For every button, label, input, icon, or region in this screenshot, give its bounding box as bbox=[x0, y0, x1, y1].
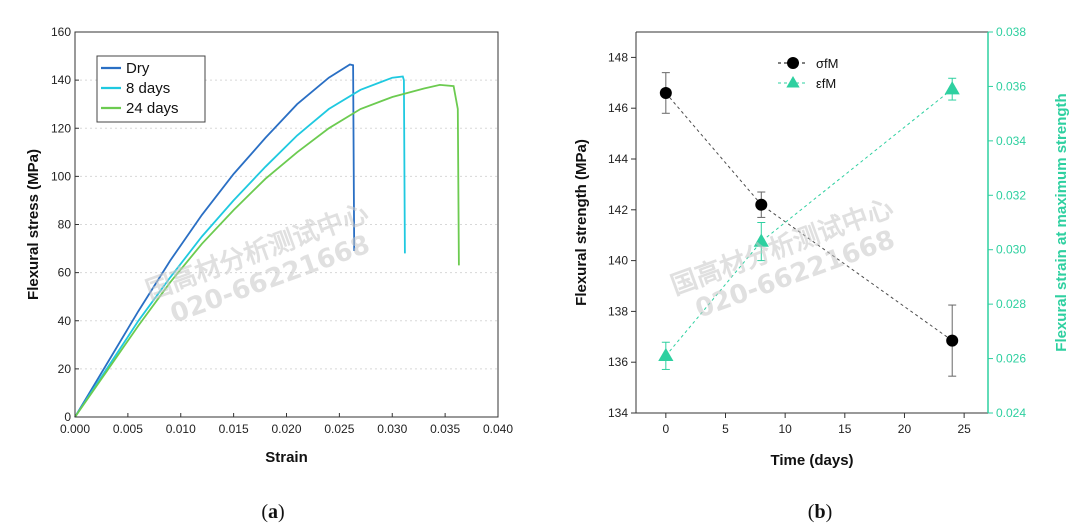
chart-b-xtick-label: 10 bbox=[778, 422, 792, 436]
chart-a-xtick-label: 0.015 bbox=[219, 422, 249, 436]
chart-a-xtick-label: 0.005 bbox=[113, 422, 143, 436]
chart-b-y2tick-label: 0.024 bbox=[996, 406, 1026, 420]
chart-b-series-line-1 bbox=[665, 88, 953, 357]
chart-b-ticks: 0 5 10 15 20 25 134 136 138 140 142 144 146 148 0.024 0… bbox=[608, 25, 1026, 436]
chart-a-xtick-label: 0.010 bbox=[166, 422, 196, 436]
chart-b-y2tick-label: 0.034 bbox=[996, 134, 1026, 148]
chart-b-y2tick-label: 0.030 bbox=[996, 243, 1026, 257]
chart-b-y-axis-title: Flexural strength (MPa) bbox=[573, 139, 590, 306]
chart-b-y2tick-label: 0.028 bbox=[996, 297, 1026, 311]
chart-a-series-line-0 bbox=[74, 63, 356, 418]
watermark-b: 国高材分析测试中心 020-66221668 bbox=[667, 192, 899, 324]
chart-b-point-0 bbox=[755, 198, 768, 211]
chart-b-ytick-label: 134 bbox=[608, 406, 628, 420]
panel-label-b: (b) bbox=[808, 501, 832, 523]
chart-b-y2tick-label: 0.036 bbox=[996, 79, 1026, 93]
panel-label-a-letter: a bbox=[268, 501, 278, 523]
chart-b-xtick-label: 5 bbox=[722, 422, 729, 436]
chart-a-ytick-label: 100 bbox=[51, 169, 71, 183]
chart-b-point-1 bbox=[658, 347, 674, 362]
chart-a-ytick-label: 40 bbox=[58, 314, 72, 328]
chart-a-xtick-label: 0.020 bbox=[271, 422, 301, 436]
chart-b-legend-marker-0 bbox=[787, 57, 799, 69]
chart-b-point-0 bbox=[659, 86, 672, 99]
chart-b-xtick-label: 0 bbox=[662, 422, 669, 436]
watermark-a: 国高材分析测试中心 020-66221668 bbox=[142, 197, 374, 329]
chart-a-xtick-label: 0.025 bbox=[324, 422, 354, 436]
chart-b-y2tick-label: 0.032 bbox=[996, 188, 1026, 202]
chart-b-ytick-label: 148 bbox=[608, 50, 628, 64]
chart-a-ytick-label: 160 bbox=[51, 25, 71, 39]
chart-b-legend: σfM εfM bbox=[778, 56, 838, 91]
chart-b-ytick-label: 136 bbox=[608, 355, 628, 369]
chart-a-xtick-label: 0.000 bbox=[60, 422, 90, 436]
chart-b-point-1 bbox=[753, 233, 769, 247]
chart-b-ytick-label: 138 bbox=[608, 304, 628, 318]
chart-a-legend-label-2: 24 days bbox=[126, 100, 179, 117]
chart-a-xtick-label: 0.030 bbox=[377, 422, 407, 436]
chart-b-x-axis-title: Time (days) bbox=[770, 452, 853, 469]
chart-a-xtick-label: 0.035 bbox=[430, 422, 460, 436]
chart-b-legend-label-1: εfM bbox=[816, 76, 836, 91]
chart-b-xtick-label: 15 bbox=[838, 422, 852, 436]
chart-b-legend-label-0: σfM bbox=[816, 56, 838, 71]
chart-b: 0 5 10 15 20 25 134 136 138 140 142 144 146 148 0.024 0… bbox=[573, 25, 1070, 469]
chart-b-legend-marker-1 bbox=[786, 76, 800, 88]
chart-a-legend: Dry 8 days 24 days bbox=[96, 55, 206, 123]
chart-a-legend-label-1: 8 days bbox=[126, 80, 170, 97]
chart-b-y2-axis-title: Flexural strain at maximum strength bbox=[1053, 93, 1070, 351]
chart-a-xtick-label: 0.040 bbox=[483, 422, 513, 436]
chart-a-ytick-label: 60 bbox=[58, 266, 72, 280]
chart-a-y-axis-title: Flexural stress (MPa) bbox=[25, 149, 42, 300]
chart-b-ytick-label: 142 bbox=[608, 203, 628, 217]
chart-a-ytick-label: 20 bbox=[58, 362, 72, 376]
chart-b-point-1 bbox=[944, 81, 960, 95]
chart-b-frame bbox=[635, 31, 989, 414]
panel-label-a: (a) bbox=[261, 501, 284, 523]
chart-a: 0 20 40 60 80 100 120 140 160 0.000 0.005 0.010 0.01… bbox=[25, 25, 513, 466]
panel-label-b-letter: b bbox=[814, 501, 825, 523]
chart-a-lines bbox=[74, 63, 460, 418]
chart-b-ytick-label: 140 bbox=[608, 254, 628, 268]
chart-a-series-line-1 bbox=[74, 75, 406, 418]
chart-b-point-0 bbox=[946, 334, 959, 347]
chart-a-frame bbox=[74, 31, 499, 418]
chart-b-xtick-label: 25 bbox=[957, 422, 971, 436]
chart-a-x-axis-title: Strain bbox=[265, 449, 308, 466]
chart-b-ytick-label: 146 bbox=[608, 101, 628, 115]
chart-a-ytick-label: 0 bbox=[64, 410, 71, 424]
chart-a-ytick-label: 140 bbox=[51, 73, 71, 87]
chart-a-ytick-label: 80 bbox=[58, 218, 72, 232]
chart-a-legend-label-0: Dry bbox=[126, 60, 150, 77]
chart-b-ytick-label: 144 bbox=[608, 152, 628, 166]
chart-b-series bbox=[658, 72, 960, 377]
chart-b-y2tick-label: 0.026 bbox=[996, 352, 1026, 366]
chart-a-ytick-label: 120 bbox=[51, 121, 71, 135]
chart-a-ticks: 0 20 40 60 80 100 120 140 160 0.000 0.005 0.010 0.01… bbox=[51, 25, 513, 436]
chart-b-xtick-label: 20 bbox=[898, 422, 912, 436]
chart-a-series-line-2 bbox=[74, 83, 460, 418]
chart-b-y2tick-label: 0.038 bbox=[996, 25, 1026, 39]
